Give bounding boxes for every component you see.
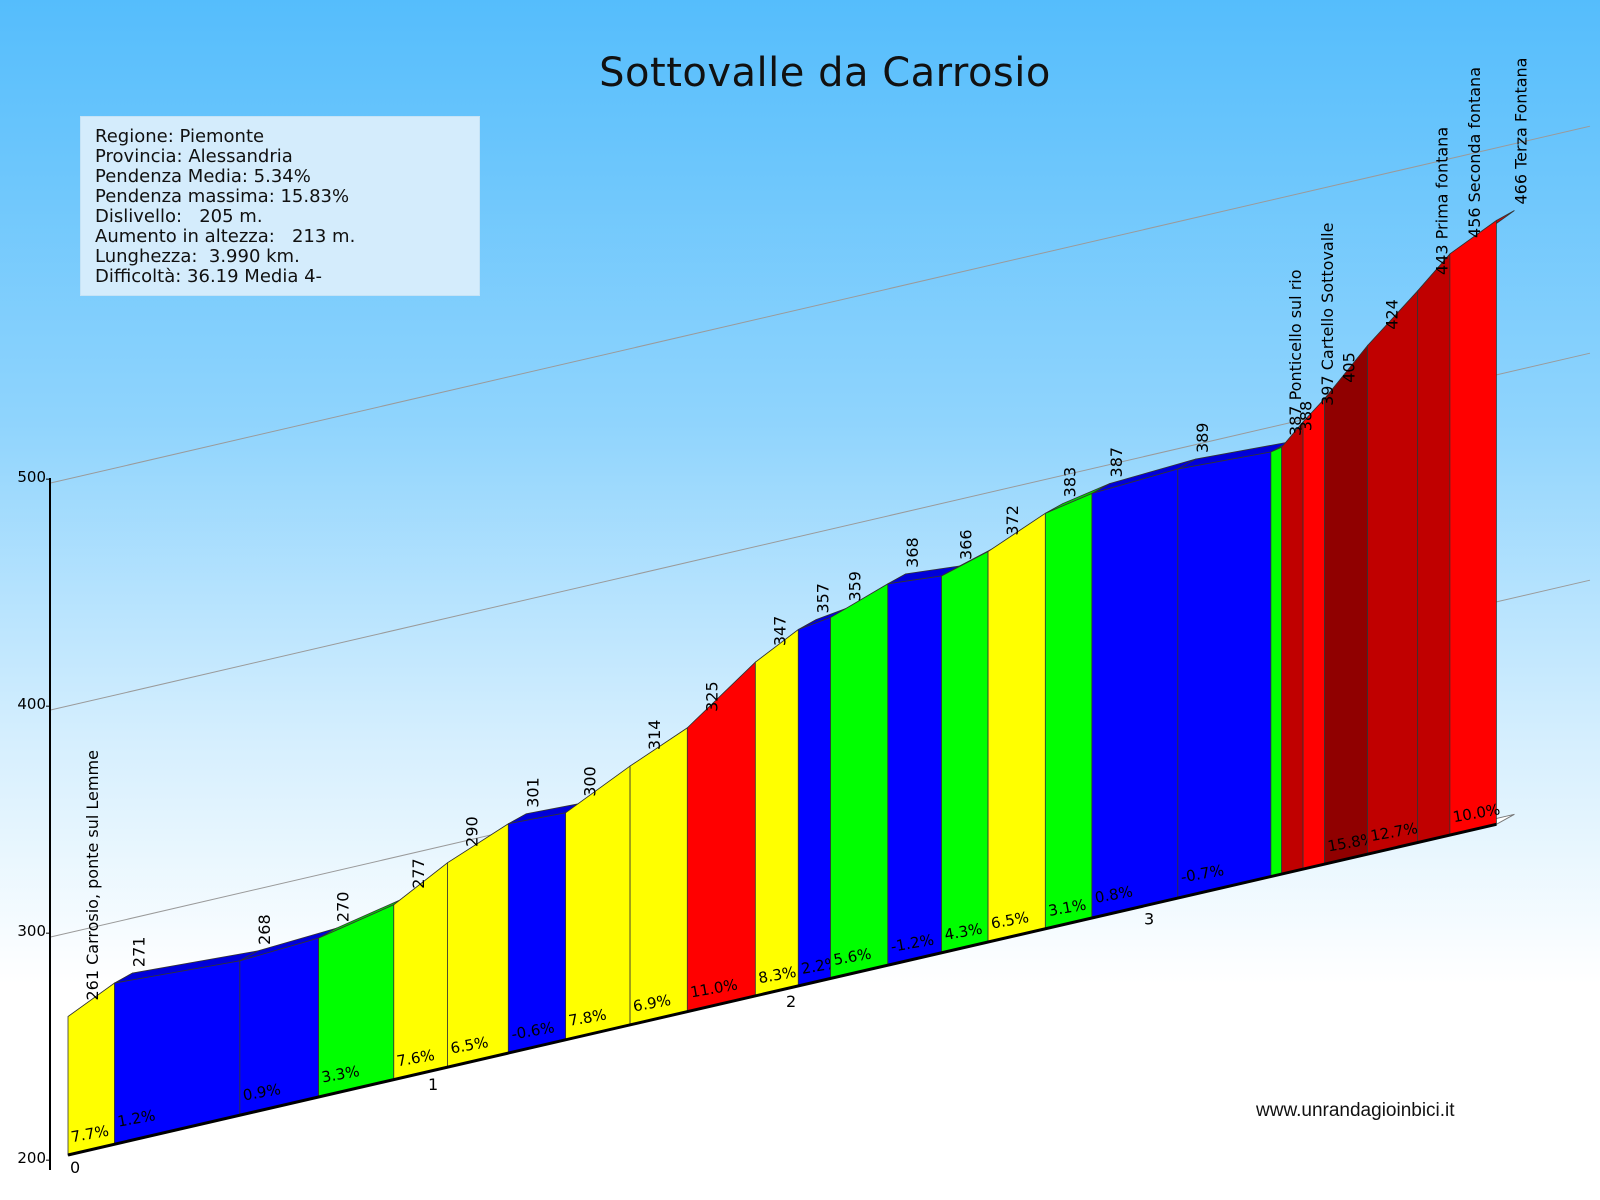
website-credit: www.unrandagioinbici.it xyxy=(1256,1100,1455,1121)
point-label: 387 xyxy=(1107,447,1126,478)
profile-segment: 6.5% xyxy=(447,813,527,1068)
point-label: 357 xyxy=(813,583,832,614)
segment-front-face xyxy=(1044,492,1093,930)
segment-front-face xyxy=(507,812,567,1054)
info-line: Dislivello: 205 m. xyxy=(95,206,263,227)
segment-front-face xyxy=(887,575,942,966)
profile-segment: 10.0% xyxy=(1449,210,1515,836)
profile-segment: 3.3% xyxy=(318,894,412,1098)
point-labels: 261 Carrosio, ponte sul Lemme 271 268 270 27… xyxy=(83,58,1530,1001)
segment-front-face xyxy=(1270,446,1283,878)
info-line: Provincia: Alessandria xyxy=(95,146,293,167)
segment-front-face xyxy=(1091,468,1179,919)
info-box: Regione: Piemonte Provincia: Alessandria… xyxy=(80,116,480,296)
segment-front-face xyxy=(1367,289,1419,855)
segment-front-face xyxy=(629,727,688,1026)
point-label: 372 xyxy=(1003,505,1022,536)
segment-front-face xyxy=(797,616,831,987)
chart-title: Sottovalle da Carrosio xyxy=(599,50,1051,96)
segment-front-face xyxy=(1417,252,1451,844)
point-label: 270 xyxy=(334,892,353,923)
x-tick-label: 0 xyxy=(70,1158,80,1177)
point-label: 366 xyxy=(957,529,976,560)
point-label: 290 xyxy=(462,816,481,847)
point-label: 405 xyxy=(1340,352,1359,383)
info-line: Difficoltà: 36.19 Media 4- xyxy=(95,266,323,287)
segment-front-face xyxy=(1324,344,1368,865)
segment-front-face xyxy=(754,628,799,997)
profile-segment: 0.9% xyxy=(239,927,337,1116)
profile-segment: -0.6% xyxy=(507,802,584,1054)
point-label: 397 Cartello Sottovalle xyxy=(1318,223,1337,406)
point-label: 383 xyxy=(1060,467,1079,498)
info-line: Regione: Piemonte xyxy=(95,126,265,147)
info-line: Pendenza massima: 15.83% xyxy=(95,186,350,207)
grid-line xyxy=(49,125,1591,484)
segment-front-face xyxy=(941,550,989,954)
segment-front-face xyxy=(1281,420,1304,875)
profile-segment: 6.5% xyxy=(987,502,1064,943)
point-label: 325 xyxy=(702,681,721,712)
point-label: 424 xyxy=(1383,299,1402,330)
point-label: 368 xyxy=(903,537,922,568)
point-label: 347 xyxy=(770,616,789,647)
profile-segment: 11.0% xyxy=(686,651,774,1013)
segment-front-face xyxy=(686,661,756,1013)
profile-segment: 5.6% xyxy=(830,573,907,979)
y-tick-label: 400 xyxy=(17,695,46,713)
segment-front-face xyxy=(830,583,889,979)
point-label: 387 Ponticello sul rio xyxy=(1286,269,1305,436)
point-label: 388 xyxy=(1297,401,1316,432)
segment-front-face xyxy=(565,765,631,1041)
x-tick-label: 3 xyxy=(1144,909,1154,928)
profile-segments: 7.7%1.2%0.9%3.3%7.6%6.5%-0.6%7.8%6.9%11.… xyxy=(67,210,1515,1156)
segment-front-face xyxy=(1449,219,1497,836)
segment-front-face xyxy=(987,512,1046,943)
point-label: 261 Carrosio, ponte sul Lemme xyxy=(83,750,102,1000)
point-label: 271 xyxy=(130,937,149,968)
info-line: Lunghezza: 3.990 km. xyxy=(95,246,300,267)
point-label: 359 xyxy=(846,571,865,602)
y-tick-label: 300 xyxy=(17,922,46,940)
point-label: 389 xyxy=(1193,423,1212,454)
segment-front-face xyxy=(447,823,509,1068)
info-line: Aumento in altezza: 213 m. xyxy=(95,226,356,247)
point-label: 443 Prima fontana xyxy=(1433,127,1452,275)
point-label: 466 Terza Fontana xyxy=(1511,58,1530,205)
profile-segment: 6.9% xyxy=(629,717,706,1026)
profile-bottom-edge xyxy=(67,822,1497,1157)
segment-front-face xyxy=(393,862,448,1081)
point-label: 301 xyxy=(523,777,542,808)
segment-front-face xyxy=(1177,451,1272,899)
profile-segment: 1.2% xyxy=(114,950,259,1145)
point-label: 314 xyxy=(645,720,664,751)
info-line: Pendenza Media: 5.34% xyxy=(95,166,311,187)
profile-segment: 7.7% xyxy=(67,972,133,1156)
y-tick-label: 500 xyxy=(17,468,46,486)
y-tick-label: 200 xyxy=(17,1149,46,1167)
segment-front-face xyxy=(1302,397,1325,870)
point-label: 300 xyxy=(581,766,600,797)
x-tick-label: 1 xyxy=(428,1075,438,1094)
point-label: 456 Seconda fontana xyxy=(1465,67,1484,238)
profile-segment: 4.3% xyxy=(941,541,1007,954)
x-tick-label: 2 xyxy=(786,992,796,1011)
point-label: 277 xyxy=(409,858,428,889)
profile-segment: -1.2% xyxy=(887,565,960,966)
profile-segment: -0.7% xyxy=(1177,441,1290,899)
point-label: 268 xyxy=(255,914,274,945)
